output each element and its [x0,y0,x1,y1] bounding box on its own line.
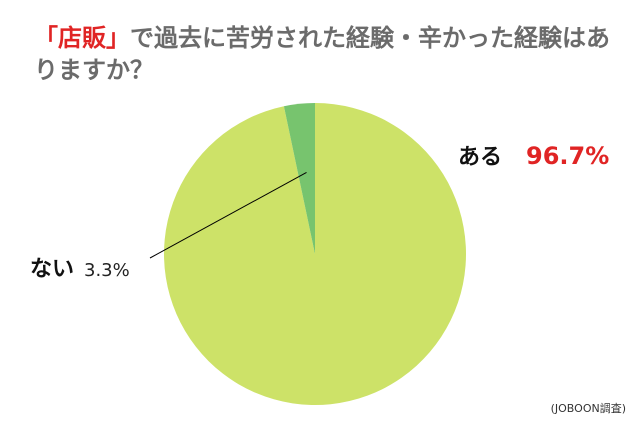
title-highlight: 「店販」 [34,24,130,52]
source-note: (JOBOON調査) [551,401,626,415]
pie-slice [283,103,315,254]
category-label: ある [458,145,502,170]
value-label: 3.3% [84,260,130,281]
value-label: 96.7% [526,142,609,170]
title-text: で過去に苦労された経験・辛かった経験はありますか？ [34,24,610,84]
leader-line [149,172,307,259]
chart-title: 「店販」で過去に苦労された経験・辛かった経験はありますか？ [34,22,626,86]
category-label: ない [30,257,74,282]
